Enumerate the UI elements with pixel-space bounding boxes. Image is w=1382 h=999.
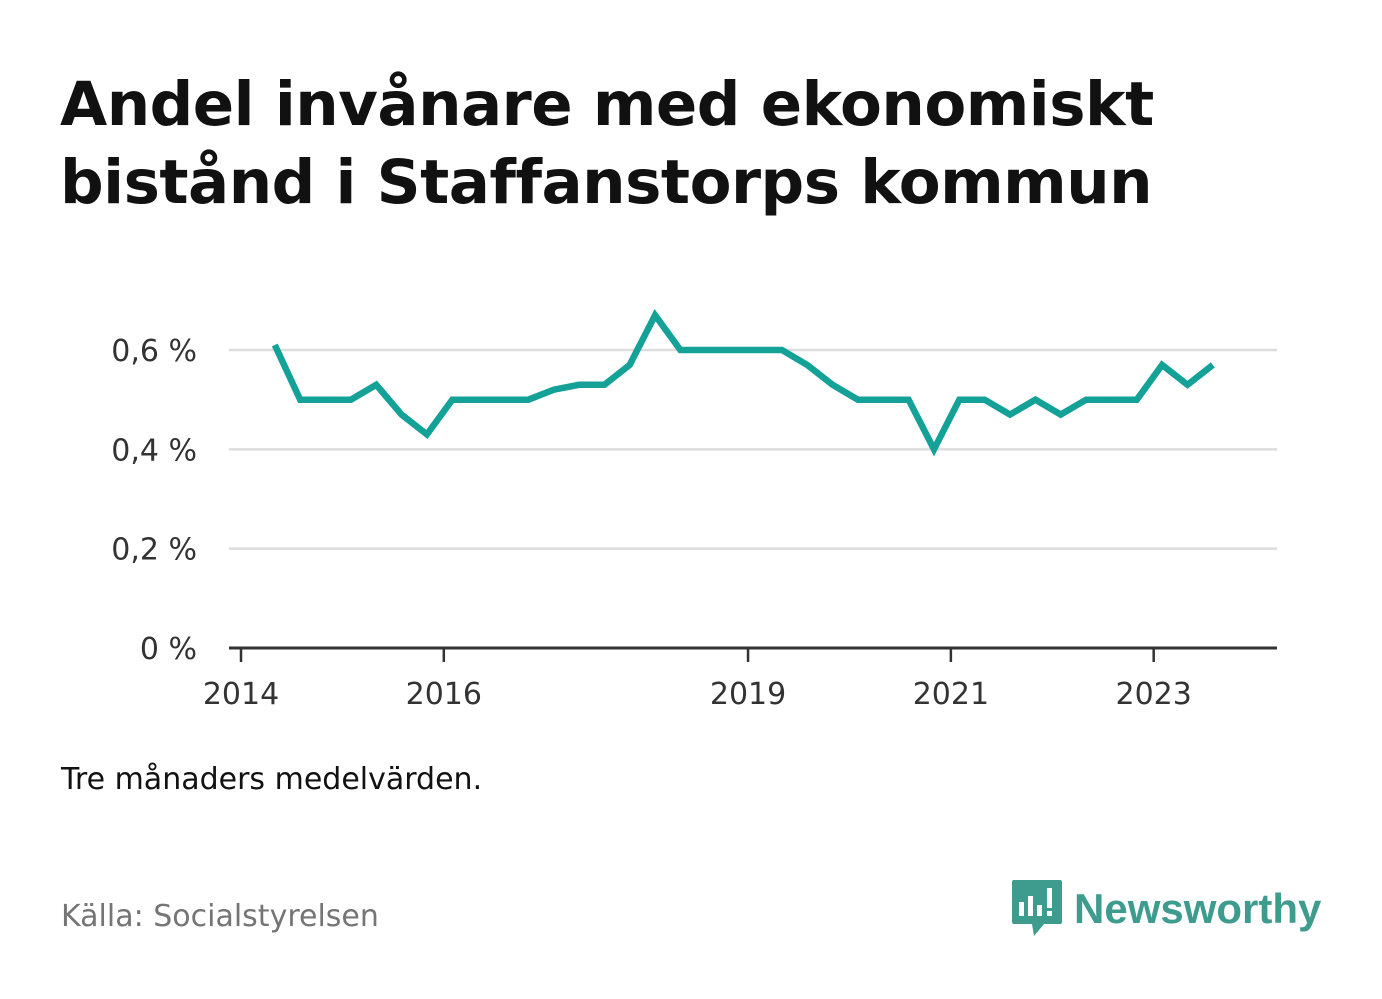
brand-logo: Newsworthy bbox=[1010, 878, 1321, 940]
x-tick-label: 2019 bbox=[710, 677, 786, 712]
y-tick-label: 0,2 % bbox=[111, 533, 197, 568]
y-axis-ticks: 0 % 0,2 % 0,4 % 0,6 % bbox=[111, 334, 197, 667]
series-line bbox=[271, 309, 1215, 457]
chart-note: Tre månaders medelvärden. bbox=[61, 762, 483, 797]
chart-title: Andel invånare med ekonomiskt bistånd i … bbox=[60, 69, 1154, 218]
newsworthy-logo-icon bbox=[1012, 880, 1062, 936]
x-tick-label: 2023 bbox=[1116, 677, 1192, 712]
y-tick-label: 0,6 % bbox=[111, 334, 197, 369]
source-credit: Källa: Socialstyrelsen bbox=[61, 899, 379, 934]
brand-name: Newsworthy bbox=[1074, 885, 1322, 932]
line-chart: 0 % 0,2 % 0,4 % 0,6 % 2014 2016 2019 2021 2023 bbox=[111, 309, 1277, 712]
x-tick-label: 2014 bbox=[203, 677, 279, 712]
x-axis: 2014 2016 2019 2021 2023 bbox=[203, 646, 1277, 712]
grid-lines bbox=[229, 348, 1277, 550]
x-tick-label: 2021 bbox=[913, 677, 989, 712]
y-tick-label: 0 % bbox=[140, 632, 197, 667]
x-tick-label: 2016 bbox=[406, 677, 482, 712]
series-group bbox=[271, 309, 1215, 457]
y-tick-label: 0,4 % bbox=[111, 433, 197, 468]
